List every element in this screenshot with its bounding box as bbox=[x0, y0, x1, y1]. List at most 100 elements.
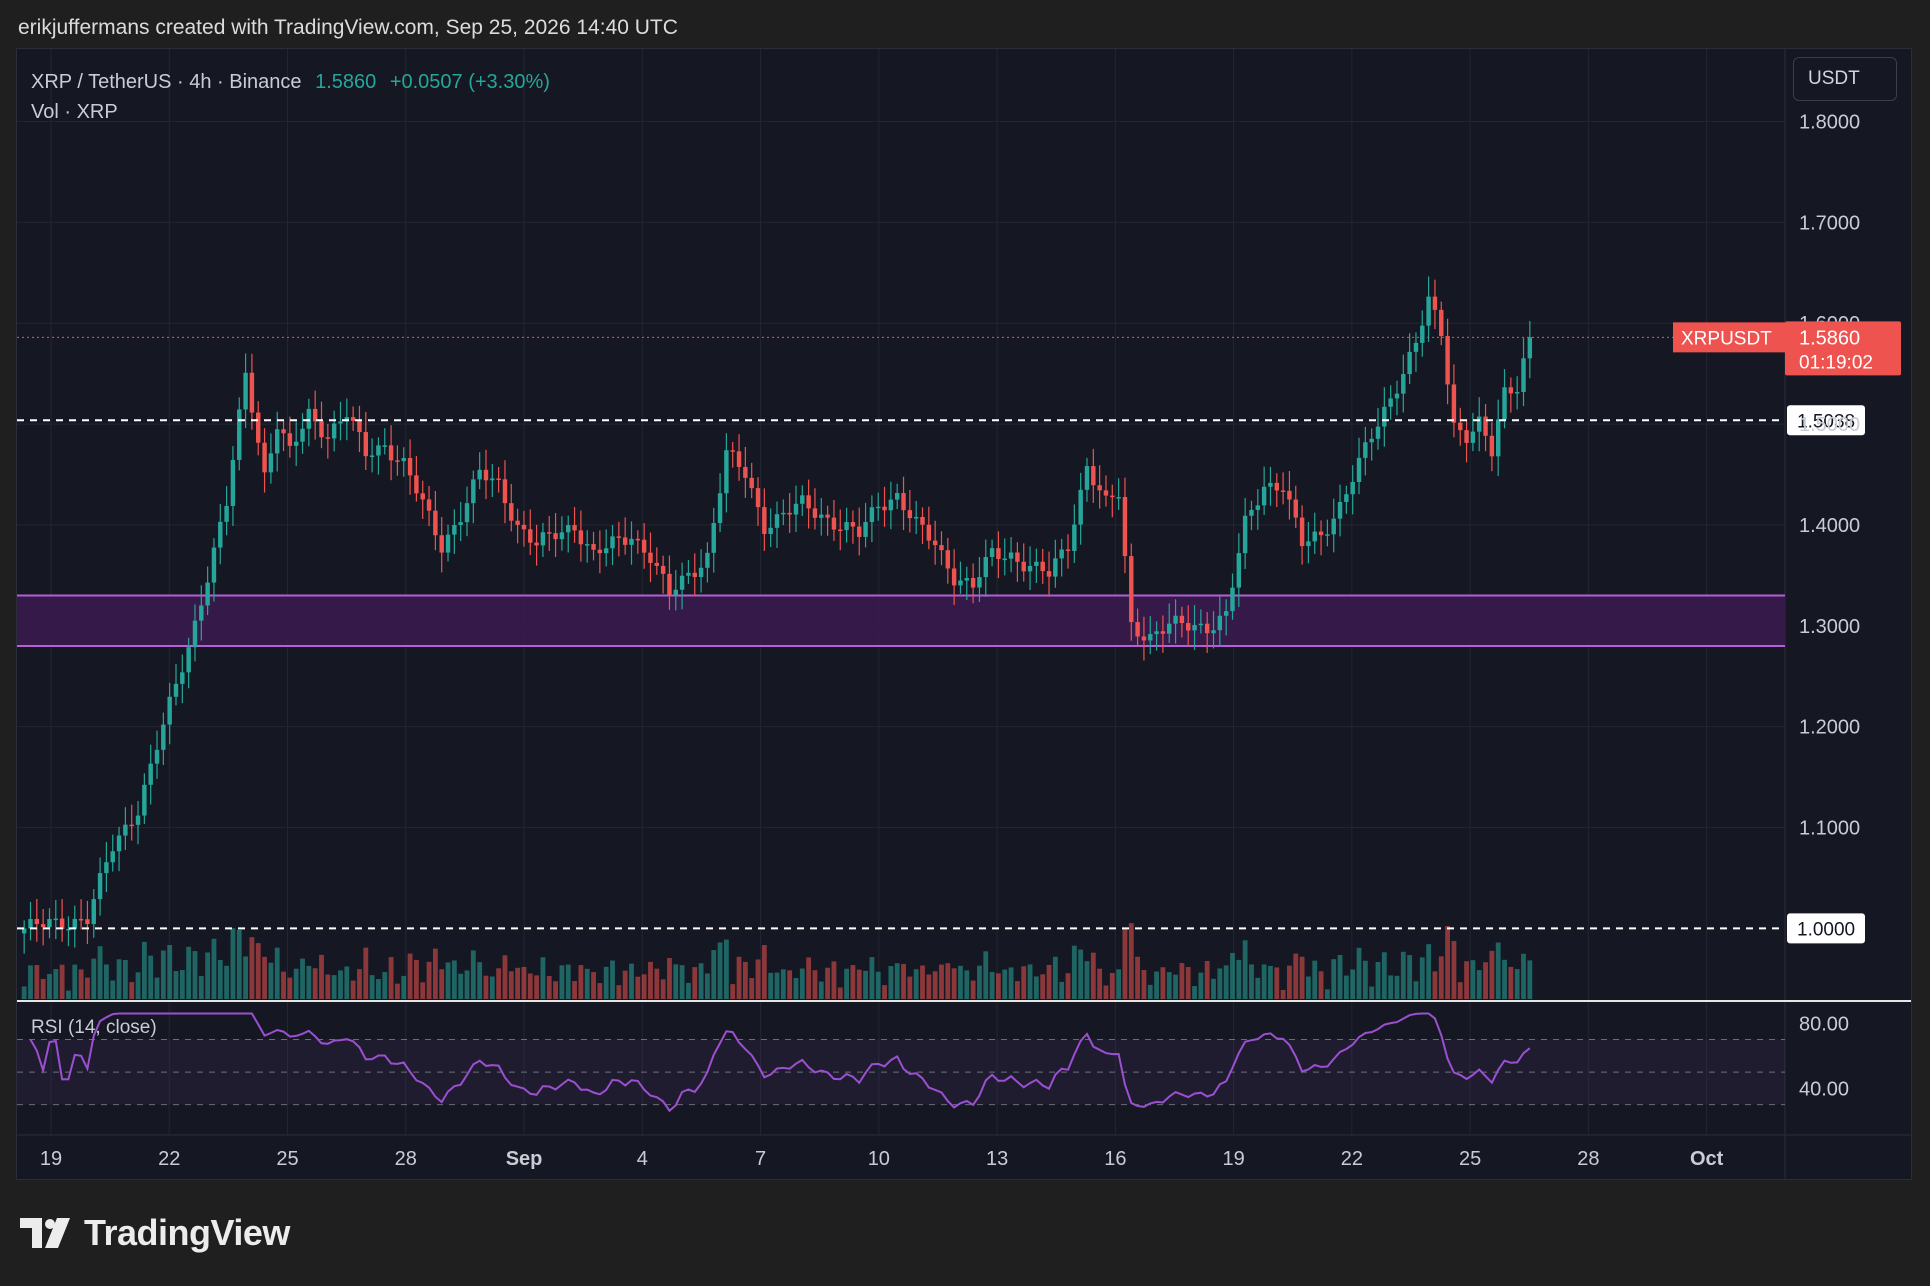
candle-body bbox=[1204, 623, 1210, 634]
volume-bar bbox=[508, 971, 514, 999]
candle-body bbox=[894, 492, 900, 500]
volume-bar bbox=[996, 973, 1001, 999]
volume-bar bbox=[110, 980, 116, 999]
candle-body bbox=[445, 534, 451, 553]
volume-bar bbox=[173, 971, 179, 999]
volume-bar bbox=[1495, 942, 1501, 999]
volume-bar bbox=[426, 961, 432, 999]
candle-body bbox=[1122, 497, 1128, 557]
candle-body bbox=[1223, 611, 1229, 616]
volume-bar bbox=[243, 956, 248, 999]
volume-bar bbox=[850, 965, 856, 999]
volume-bar bbox=[97, 946, 103, 999]
volume-bar bbox=[1400, 951, 1406, 999]
candle-body bbox=[838, 529, 843, 532]
price-chart[interactable]: 1.5038 1.0000 1.1000 1.2000 1.3000 1.4000 1.50… bbox=[17, 49, 1911, 1179]
candle-body bbox=[1027, 565, 1033, 572]
candle-body bbox=[369, 455, 375, 457]
candle-body bbox=[1148, 634, 1153, 641]
volume-bar bbox=[1040, 974, 1046, 999]
candle-body bbox=[407, 458, 413, 476]
volume-bar bbox=[395, 983, 400, 999]
volume-bar bbox=[907, 976, 913, 999]
time-tick-label: 13 bbox=[986, 1148, 1008, 1170]
candle-body bbox=[502, 479, 508, 504]
volume-bar bbox=[711, 950, 717, 999]
volume-bar bbox=[502, 955, 508, 999]
candle-body bbox=[724, 450, 729, 494]
candle-body bbox=[876, 506, 881, 509]
volume-bar bbox=[274, 947, 280, 999]
volume-bar bbox=[894, 963, 900, 999]
volume-bar bbox=[1033, 976, 1039, 999]
volume-bar bbox=[559, 965, 565, 999]
volume-bar bbox=[863, 970, 868, 999]
volume-bar bbox=[540, 957, 546, 999]
volume-bar bbox=[141, 941, 147, 999]
candle-body bbox=[199, 605, 204, 621]
volume-bar bbox=[1179, 963, 1185, 999]
candle-body bbox=[559, 532, 565, 540]
volume-bar bbox=[1324, 989, 1330, 999]
volume-bar bbox=[85, 977, 90, 999]
candle-body bbox=[357, 420, 362, 433]
volume-bar bbox=[1375, 962, 1381, 999]
volume-bar bbox=[603, 966, 609, 999]
volume-bar bbox=[1185, 967, 1191, 999]
last-price: 1.5860 bbox=[315, 71, 377, 93]
volume-bar bbox=[1027, 964, 1033, 999]
time-tick-label: 25 bbox=[1459, 1148, 1481, 1170]
volume-bar bbox=[1052, 956, 1058, 999]
volume-bar bbox=[1249, 964, 1254, 999]
candle-body bbox=[800, 495, 805, 504]
candle-body bbox=[857, 526, 862, 537]
candle-body bbox=[964, 578, 970, 581]
candle-body bbox=[755, 488, 761, 508]
candle-body bbox=[1078, 489, 1083, 525]
volume-bar bbox=[451, 960, 457, 999]
volume-bar bbox=[983, 951, 989, 999]
candle-body bbox=[1388, 398, 1393, 407]
candle-body bbox=[1008, 552, 1014, 559]
candle-body bbox=[1236, 553, 1242, 588]
volume-bar bbox=[1166, 972, 1172, 999]
candle-body bbox=[686, 572, 691, 576]
volume-bar bbox=[1090, 952, 1096, 999]
volume-bar bbox=[53, 969, 59, 999]
volume-bar bbox=[882, 985, 887, 999]
volume-bar bbox=[1489, 950, 1495, 999]
volume-bar bbox=[679, 965, 685, 999]
volume-bar bbox=[793, 977, 799, 999]
volume-bar bbox=[217, 959, 223, 999]
candle-body bbox=[1110, 495, 1115, 498]
candle-body bbox=[743, 466, 748, 478]
volume-bar bbox=[616, 985, 622, 999]
candle-body bbox=[1407, 351, 1412, 375]
volume-bar bbox=[1331, 959, 1337, 999]
candle-body bbox=[787, 512, 792, 515]
candle-body bbox=[591, 544, 596, 550]
volume-bar bbox=[1306, 976, 1311, 999]
volume-bar bbox=[489, 976, 495, 999]
volume-bar bbox=[281, 971, 286, 999]
tradingview-brand[interactable]: TradingView bbox=[20, 1212, 290, 1254]
volume-bar bbox=[818, 981, 824, 999]
candle-body bbox=[401, 458, 406, 462]
candle-body bbox=[768, 527, 773, 534]
candle-body bbox=[464, 503, 470, 523]
symbol-line: XRP / TetherUS · 4h · Binance bbox=[31, 71, 302, 93]
volume-bar bbox=[116, 959, 122, 999]
chart-frame[interactable]: 1.5038 1.0000 1.1000 1.2000 1.3000 1.4000 1.50… bbox=[16, 48, 1912, 1180]
candle-body bbox=[1002, 558, 1007, 561]
volume-bar bbox=[432, 948, 438, 999]
volume-bar bbox=[66, 990, 71, 999]
support-zone bbox=[17, 595, 1785, 646]
volume-bar bbox=[1508, 966, 1514, 999]
candle-body bbox=[1217, 615, 1223, 631]
candle-body bbox=[1084, 466, 1090, 490]
candle-body bbox=[180, 672, 185, 684]
currency-button[interactable]: USDT bbox=[1793, 57, 1897, 101]
candle-body bbox=[1192, 625, 1197, 631]
volume-bar bbox=[641, 974, 647, 999]
candle-body bbox=[1401, 374, 1406, 394]
